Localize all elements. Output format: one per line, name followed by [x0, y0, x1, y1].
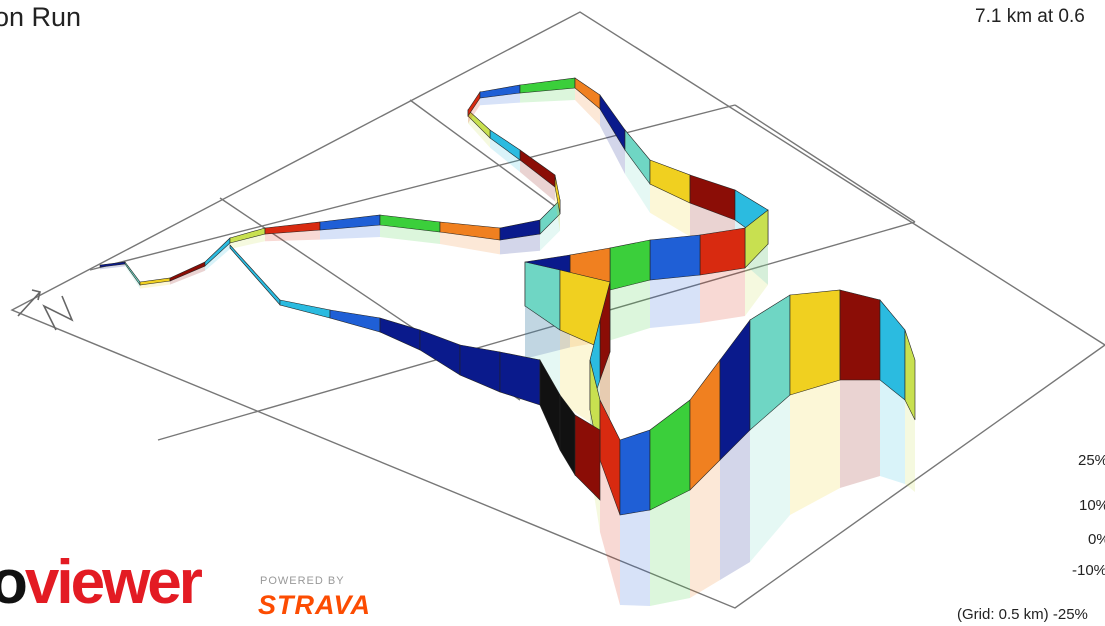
viewer-logo-text: viewer — [24, 548, 203, 617]
legend-label-minus25: -25% — [1052, 606, 1088, 623]
route-segment-reflection — [265, 230, 320, 242]
viewer-logo-mark: o — [0, 548, 28, 617]
route-segment-reflection — [170, 266, 205, 285]
route-segment-reflection — [650, 184, 690, 237]
grid-scale-text: (Grid: 0.5 km) — [957, 606, 1049, 623]
route-segment-reflection — [380, 225, 440, 244]
route-segment-reflection — [690, 460, 720, 598]
route-segment-reflection — [650, 275, 700, 328]
legend-label-25: 25% — [1078, 452, 1105, 469]
route-segment-reflection — [520, 160, 555, 202]
route-segment-reflection — [490, 138, 520, 172]
route-elevation-ribbon — [99, 77, 916, 606]
route-segment — [789, 289, 841, 396]
activity-stats: 7.1 km at 0.6 — [975, 6, 1085, 27]
legend-label-10: 10% — [1079, 497, 1105, 514]
route-segment-reflection — [205, 243, 230, 271]
route-segment-reflection — [525, 306, 560, 402]
route-segment-reflection — [625, 150, 650, 213]
route-segment-reflection — [750, 395, 790, 562]
route-segment-reflection — [650, 490, 690, 606]
route-segment-reflection — [468, 98, 480, 124]
route-segment-reflection — [745, 244, 768, 316]
route-segment-reflection — [620, 510, 650, 606]
route-segment — [419, 329, 461, 376]
route-segment-reflection — [790, 380, 840, 515]
route-segment-reflection — [125, 264, 140, 289]
route-segment — [574, 414, 601, 501]
route-segment — [379, 317, 421, 351]
route-segment-reflection — [480, 93, 520, 106]
route-segment-reflection — [575, 88, 600, 126]
route-segment-reflection — [230, 234, 265, 249]
route-segment — [699, 227, 746, 276]
route-segment-reflection — [440, 232, 500, 255]
route-segment-reflection — [600, 109, 625, 174]
route-segment-reflection — [610, 280, 650, 341]
route-segment-reflection — [468, 116, 490, 148]
route-segment — [839, 289, 881, 381]
route-segment-reflection — [700, 268, 745, 323]
route-segment-reflection — [540, 214, 560, 251]
grid-scale-note: (Grid: 0.5 km) -25% — [957, 606, 1088, 623]
route-segment-reflection — [140, 281, 170, 289]
strava-logo[interactable]: STRAVA — [258, 590, 371, 620]
route-segment-reflection — [500, 234, 540, 255]
powered-by-label: POWERED BY — [260, 575, 345, 587]
route-segment — [229, 244, 281, 306]
route-segment-reflection — [555, 187, 560, 231]
route-segment — [499, 351, 541, 406]
route-segment — [459, 344, 501, 393]
route-segment — [619, 429, 651, 516]
legend-label-minus10: -10% — [1072, 562, 1105, 579]
route-segment — [904, 329, 916, 421]
route-segment-reflection — [600, 460, 620, 605]
route-segment-reflection — [520, 88, 575, 103]
legend-label-0: 0% — [1088, 531, 1105, 548]
route-segment-reflection — [840, 380, 880, 488]
route-segment — [649, 234, 701, 281]
route-segment-reflection — [880, 380, 905, 484]
route-segment — [124, 261, 141, 286]
route-segment-reflection — [100, 264, 125, 270]
viewer-logo[interactable]: oviewer — [0, 552, 203, 614]
route-segment — [329, 309, 381, 333]
route-segment-reflection — [905, 400, 915, 492]
route-segment — [279, 299, 331, 319]
route-segment-reflection — [720, 430, 750, 580]
route-segment-reflection — [320, 225, 380, 240]
activity-title: on Run — [0, 2, 82, 32]
compass-north-icon — [17, 289, 74, 331]
